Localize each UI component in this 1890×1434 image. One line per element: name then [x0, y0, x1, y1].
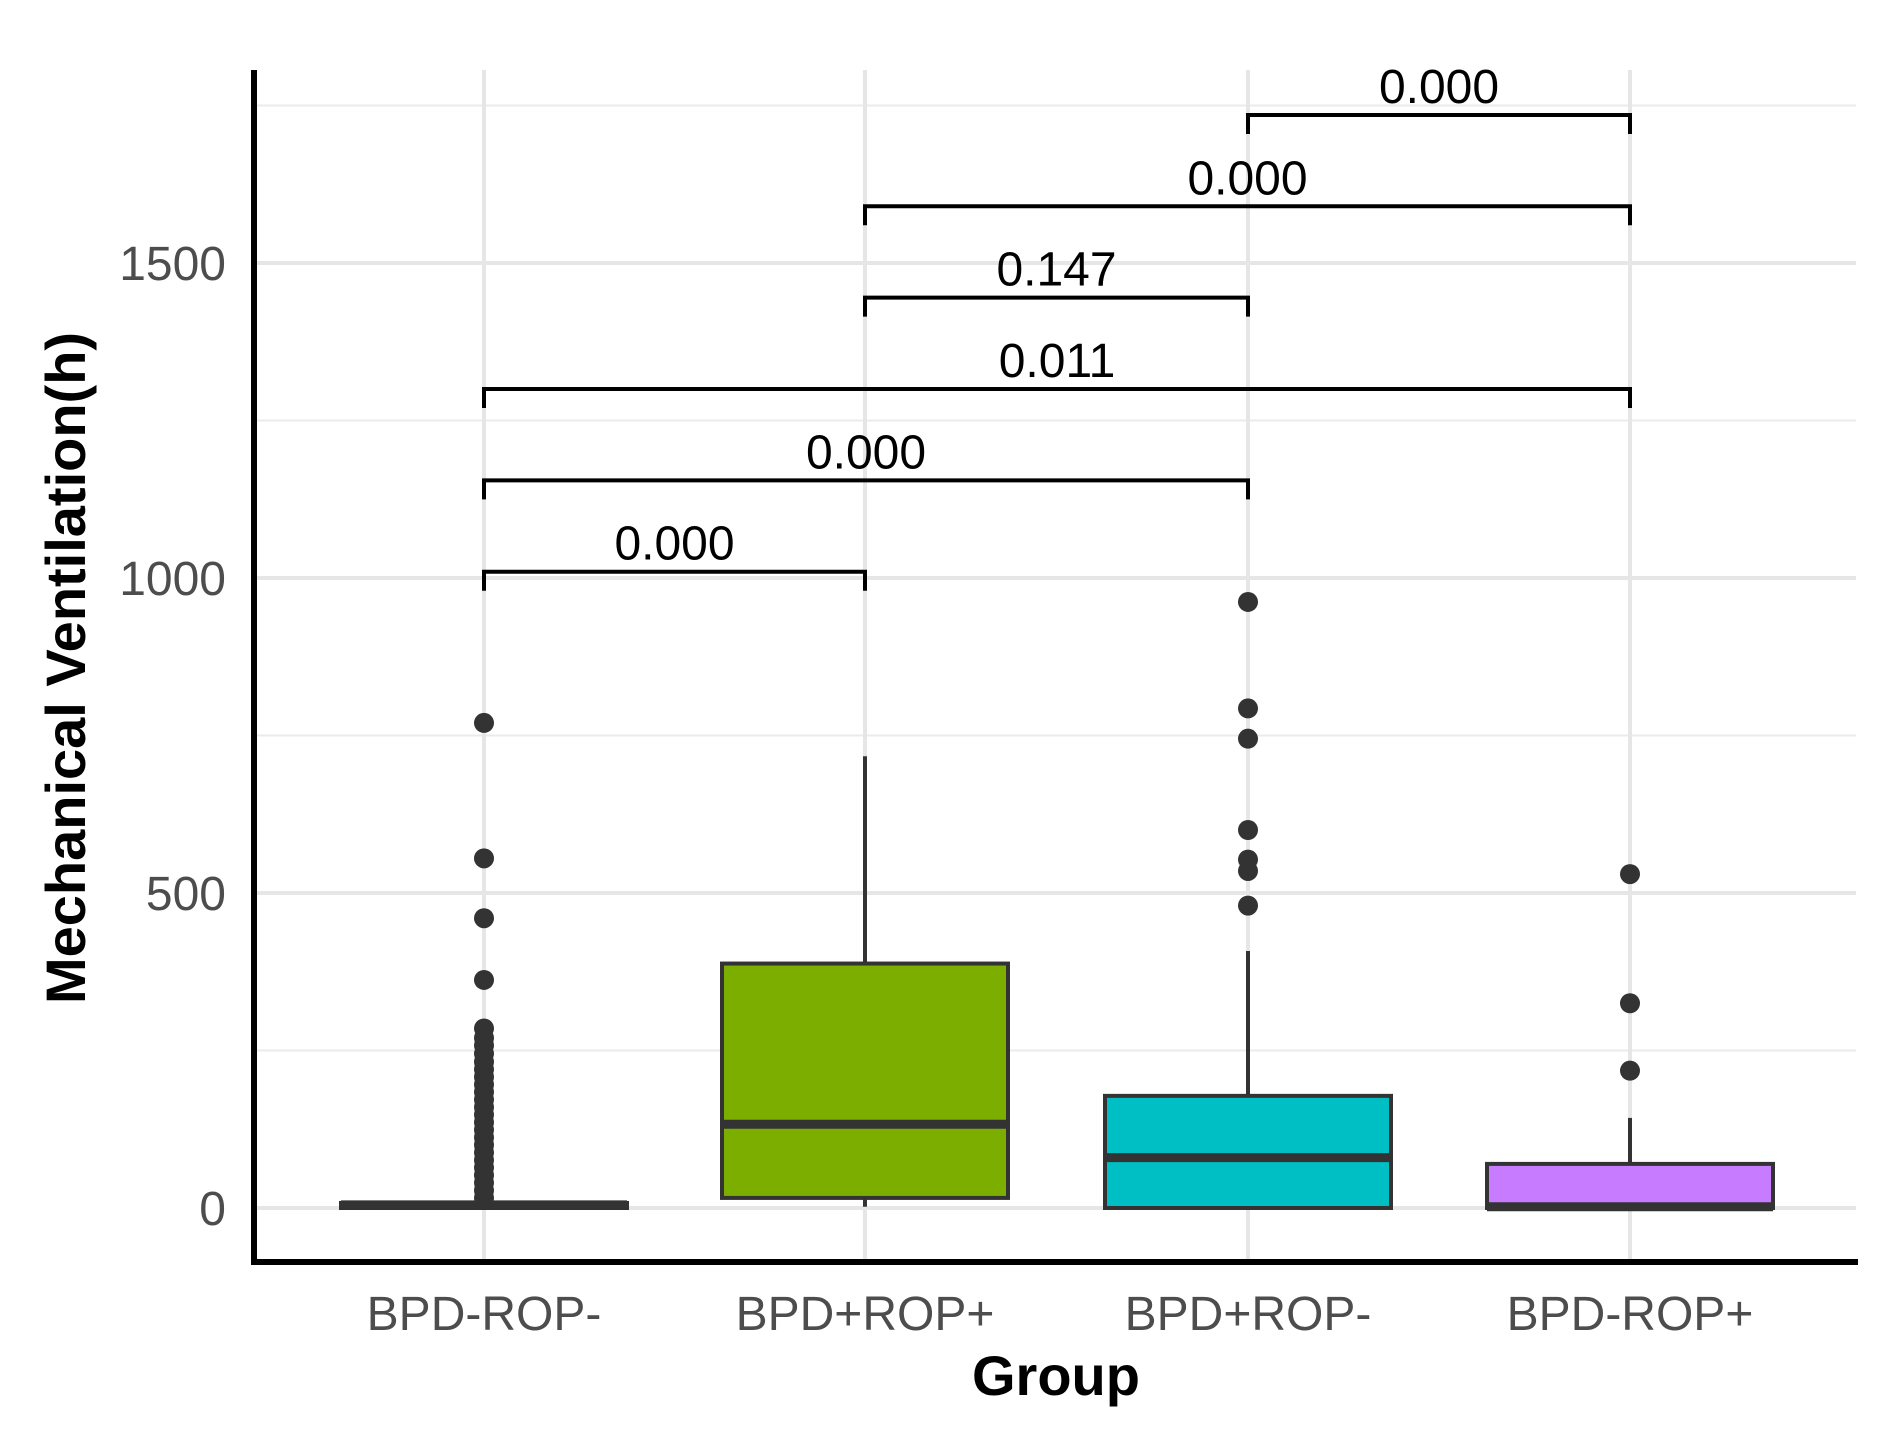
outlier-point	[474, 848, 494, 869]
box-body	[720, 961, 1010, 1200]
outlier-point	[1238, 591, 1258, 612]
outlier-point	[1238, 820, 1258, 840]
outlier-point	[474, 908, 494, 929]
y-axis-title: Mechanical Ventilation(h)	[34, 332, 97, 1004]
x-tick-label: BPD-ROP-	[367, 1288, 602, 1341]
x-tick-label: BPD+ROP-	[1125, 1288, 1372, 1341]
bracket-BPD-ROP--vs-BPD+ROP+: 0.000	[482, 518, 867, 591]
box-BPD-ROP+	[1485, 1117, 1775, 1212]
x-tick-label: BPD+ROP+	[736, 1288, 995, 1341]
significance-brackets: 0.000 0.000 0.011 0.147 0.000 0.000	[482, 61, 1632, 591]
outlier-point	[474, 712, 494, 733]
outliers	[474, 591, 1640, 1208]
outlier-point	[1620, 864, 1640, 885]
outlier-point	[1238, 895, 1258, 916]
outlier-point	[1238, 728, 1258, 749]
p-value-label: 0.000	[806, 426, 926, 479]
y-tick-label: 1000	[119, 553, 226, 606]
p-value-label: 0.000	[1379, 61, 1499, 114]
outlier-point	[1620, 993, 1640, 1014]
bracket-BPD-ROP--vs-BPD-ROP+: 0.011	[482, 335, 1632, 408]
p-value-label: 0.011	[999, 335, 1116, 388]
box-body	[1485, 1161, 1775, 1211]
p-value-label: 0.147	[996, 244, 1116, 297]
bracket-line	[1246, 112, 1632, 134]
y-tick-label: 500	[146, 868, 226, 921]
bracket-line	[863, 295, 1250, 317]
bracket-BPD+ROP+-vs-BPD+ROP-: 0.147	[863, 244, 1250, 317]
outlier-point	[474, 1187, 494, 1208]
box-body	[1103, 1093, 1393, 1210]
outlier-point	[1238, 698, 1258, 719]
y-tick-label: 1500	[119, 238, 226, 291]
bracket-line	[863, 204, 1632, 226]
outlier-point	[1620, 1060, 1640, 1081]
p-value-label: 0.000	[614, 518, 734, 571]
bracket-line	[482, 387, 1632, 408]
p-value-label: 0.000	[1187, 152, 1307, 205]
bracket-BPD+ROP+-vs-BPD-ROP+: 0.000	[863, 152, 1632, 226]
bracket-BPD-ROP--vs-BPD+ROP-: 0.000	[482, 426, 1250, 500]
axes: 0 500 1000 1500 BPD-ROP- BPD+ROP+ BPD+ROP- BPD-…	[119, 70, 1858, 1341]
x-tick-label: BPD-ROP+	[1507, 1288, 1754, 1341]
x-axis-title: Group	[972, 1344, 1140, 1407]
box-BPD+ROP-	[1103, 950, 1393, 1210]
boxes	[339, 756, 1775, 1212]
outlier-point	[474, 969, 494, 990]
y-tick-label: 0	[199, 1183, 226, 1236]
outlier-point	[1238, 860, 1258, 881]
box-BPD+ROP+	[720, 756, 1010, 1207]
bracket-line	[482, 478, 1250, 500]
bracket-line	[482, 569, 867, 591]
bracket-BPD+ROP--vs-BPD-ROP+: 0.000	[1246, 61, 1632, 134]
